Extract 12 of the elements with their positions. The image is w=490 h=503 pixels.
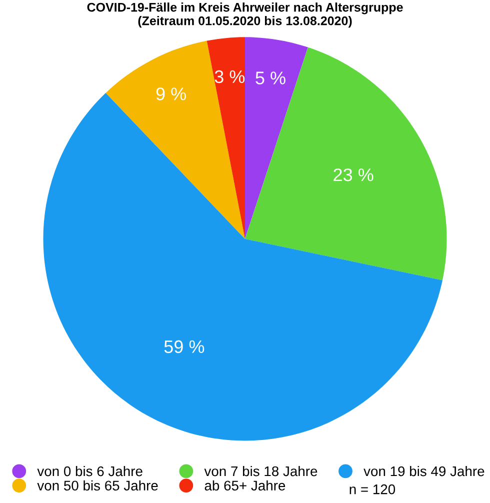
data-label: 9 %	[156, 88, 186, 100]
data-label: 23 %	[334, 168, 374, 182]
legend-label: ab 65+ Jahre	[204, 480, 286, 491]
data-label: 59 %	[164, 340, 204, 354]
data-label: 3 %	[214, 70, 245, 84]
legend-label: von 0 bis 6 Jahre	[37, 466, 142, 476]
data-label: 5 %	[256, 72, 286, 84]
legend-label: von 7 bis 18 Jahre	[204, 466, 318, 476]
chart-title: COVID-19-Fälle im Kreis Ahrweiler nach Altersgruppe (Zeitraum 01.05.2020 bis 13.08.2020)	[87, 2, 403, 28]
legend-label: von 50 bis 65 Jahre	[37, 480, 158, 491]
legend-label: von 19 bis 49 Jahre	[364, 466, 484, 476]
text: n = 120	[350, 484, 396, 494]
